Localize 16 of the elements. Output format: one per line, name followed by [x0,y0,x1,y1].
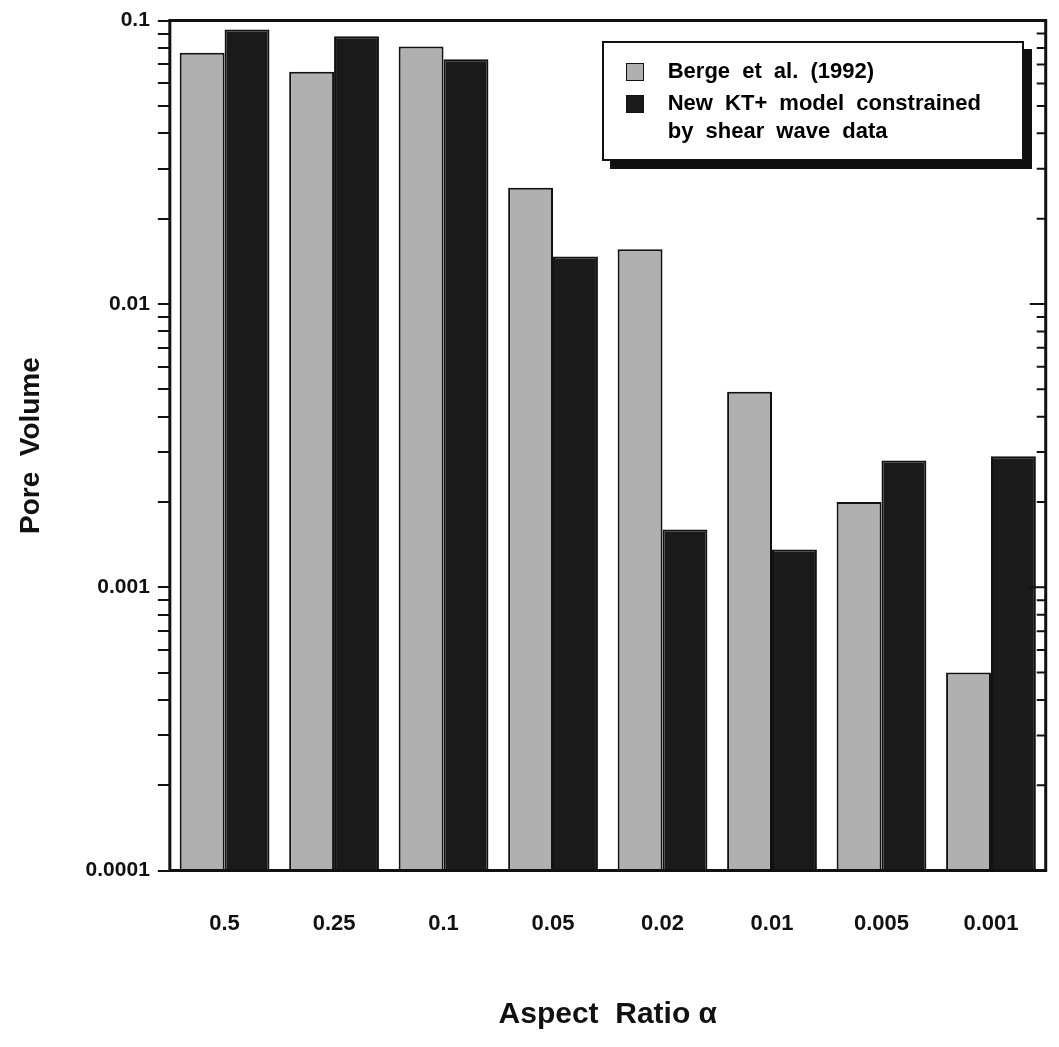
x-axis-title: Aspect Ratio α [498,996,718,1030]
x-tick-label: 0.005 [853,909,910,935]
x-tick-label: 0.1 [428,909,459,935]
y-tick-label: 0.0001 [85,857,151,881]
x-tick-label: 0.001 [963,909,1019,935]
legend-label: New KT+ model constrained by shear wave data [667,88,982,145]
x-tick-label: 0.01 [750,909,794,935]
y-tick-label: 0.01 [108,290,151,314]
y-tick-label: 0.1 [120,7,151,31]
legend-label: Berge et al. (1992) [667,56,875,85]
x-tick-label: 0.05 [531,909,575,935]
x-tick-label: 0.5 [209,909,240,935]
x-tick-label: 0.25 [312,909,356,935]
x-tick-label: 0.02 [641,909,684,935]
y-tick-label: 0.001 [97,574,151,598]
y-axis-title: Pore Volume [13,357,45,535]
